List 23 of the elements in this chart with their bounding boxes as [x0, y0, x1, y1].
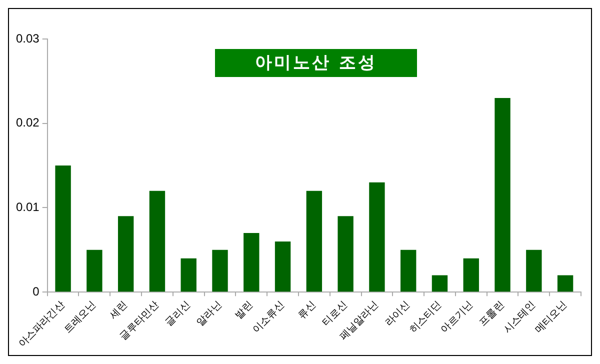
y-tick-label: 0	[32, 284, 40, 298]
bar	[432, 275, 448, 292]
x-tick-label: 발린	[233, 300, 256, 322]
bar	[149, 190, 166, 292]
bar	[244, 233, 260, 292]
bar	[212, 250, 228, 292]
bar	[55, 166, 71, 292]
y-tick-label: 0.03	[16, 31, 40, 46]
bar	[400, 250, 416, 292]
bar	[118, 216, 134, 292]
x-tick-label: 류신	[296, 300, 318, 322]
y-tick-label: 0.02	[16, 116, 40, 130]
bar	[463, 258, 479, 292]
y-tick-label: 0.01	[16, 200, 40, 214]
bar	[369, 182, 385, 292]
bar	[338, 216, 354, 292]
bar	[494, 98, 510, 292]
bar	[180, 258, 196, 292]
bar	[306, 190, 322, 292]
bar	[274, 241, 291, 292]
bar	[557, 275, 574, 292]
bar	[526, 250, 542, 292]
bar	[86, 250, 102, 292]
